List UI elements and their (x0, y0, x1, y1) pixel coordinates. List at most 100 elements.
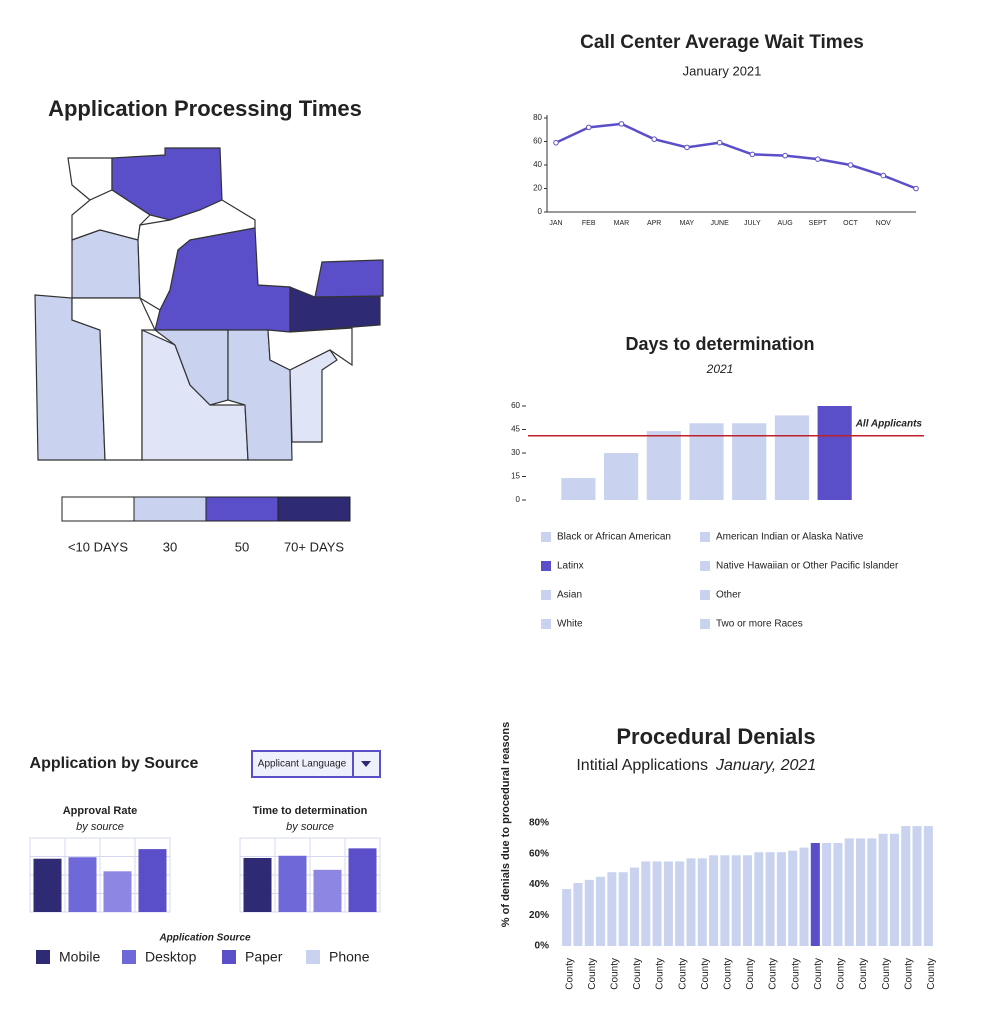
bar (663, 861, 673, 946)
bar (562, 889, 572, 946)
legend-swatch (700, 532, 710, 542)
bar (822, 842, 832, 946)
bar (629, 867, 639, 946)
x-tick-label: County (677, 958, 688, 990)
x-tick-label: FEB (582, 220, 596, 227)
legend-label: Other (716, 590, 742, 601)
dropdown-label: Applicant Language (258, 759, 347, 770)
x-tick-label: County (858, 958, 869, 990)
x-tick-label: APR (647, 220, 661, 227)
bar (799, 847, 809, 946)
bar (709, 855, 719, 946)
point (618, 121, 625, 127)
bar (573, 882, 583, 946)
bar (278, 855, 307, 912)
bar (901, 826, 911, 946)
reference-label: All Applicants (855, 418, 923, 429)
language-dropdown[interactable] (251, 750, 381, 778)
chart-subtitle: January 2021 (683, 63, 762, 78)
legend-swatch (306, 950, 320, 964)
dropdown-box[interactable] (251, 750, 381, 778)
legend-swatch (277, 496, 351, 522)
bar (742, 855, 753, 946)
bar (731, 855, 741, 946)
bar (646, 431, 681, 500)
x-tick-label: NOV (876, 220, 892, 227)
x-tick-label: County (926, 958, 937, 990)
county-map (34, 147, 384, 461)
bar (765, 852, 775, 946)
legend-label: Two or more Races (716, 619, 803, 630)
y-tick-label: 45 (511, 425, 520, 434)
point (585, 124, 592, 131)
legend-label: 30 (163, 539, 177, 554)
x-tick-label: County (655, 958, 666, 990)
county (289, 349, 338, 443)
bar (618, 872, 628, 946)
legend-label: Desktop (145, 949, 197, 965)
chart-title: Call Center Average Wait Times (580, 32, 864, 53)
y-tick-label: 80% (529, 818, 549, 829)
legend-swatch (541, 561, 551, 571)
dropdown-arrow[interactable] (361, 761, 371, 767)
x-tick-label: County (745, 958, 756, 990)
chart-title: Days to determination (625, 334, 814, 354)
legend-label: Black or African American (557, 532, 671, 543)
legend-label: Latinx (557, 561, 584, 572)
legend-swatch (700, 619, 710, 629)
chart-title: Application Processing Times (48, 96, 362, 121)
x-tick-label: County (903, 958, 914, 990)
legend-label: 70+ DAYS (284, 539, 344, 554)
bar (774, 415, 810, 500)
bar (348, 848, 377, 912)
bar (138, 849, 167, 912)
bar (754, 852, 764, 946)
panel-title: Approval Rate (63, 805, 138, 817)
bar (912, 826, 922, 946)
chart-subtitle-date: January, 2021 (715, 757, 816, 774)
legend-swatch (133, 496, 207, 522)
bar (923, 826, 933, 946)
point (880, 172, 887, 179)
legend-swatch (36, 950, 50, 964)
legend-label: Phone (329, 949, 370, 965)
point (847, 162, 854, 168)
panel-subtitle: by source (76, 821, 124, 833)
bar (584, 879, 594, 946)
bar (844, 838, 854, 946)
x-tick-label: MAR (614, 220, 630, 227)
bar (856, 838, 866, 946)
bar (776, 852, 786, 946)
bar (313, 869, 342, 912)
legend-swatch (205, 496, 279, 522)
bar (103, 871, 132, 912)
x-tick-label: County (836, 958, 847, 990)
bar (33, 858, 62, 912)
y-tick-label: 60% (529, 848, 549, 859)
x-tick-label: County (813, 958, 824, 990)
legend-title: Application Source (158, 933, 251, 944)
point (913, 185, 919, 192)
county (314, 259, 384, 298)
bar (817, 406, 852, 500)
legend-label: <10 DAYS (68, 539, 128, 554)
legend-label: American Indian or Alaska Native (716, 532, 864, 543)
legend-label: Native Hawaiian or Other Pacific Islande… (716, 561, 899, 572)
chart-subtitle: Intitial Applications (576, 757, 708, 774)
y-tick-label: 40 (533, 160, 542, 169)
bar (833, 842, 843, 946)
bar (686, 858, 696, 946)
y-tick-label: 60 (533, 137, 542, 146)
bar (810, 842, 820, 946)
point (553, 139, 559, 146)
x-tick-label: County (723, 958, 734, 990)
bar (867, 838, 877, 946)
bar (697, 858, 707, 946)
point (651, 136, 657, 142)
x-tick-label: County (610, 958, 621, 990)
bar (641, 861, 651, 946)
bar (243, 857, 272, 912)
legend-swatch (122, 950, 136, 964)
x-tick-label: County (881, 958, 892, 990)
y-tick-label: 20 (533, 184, 542, 193)
